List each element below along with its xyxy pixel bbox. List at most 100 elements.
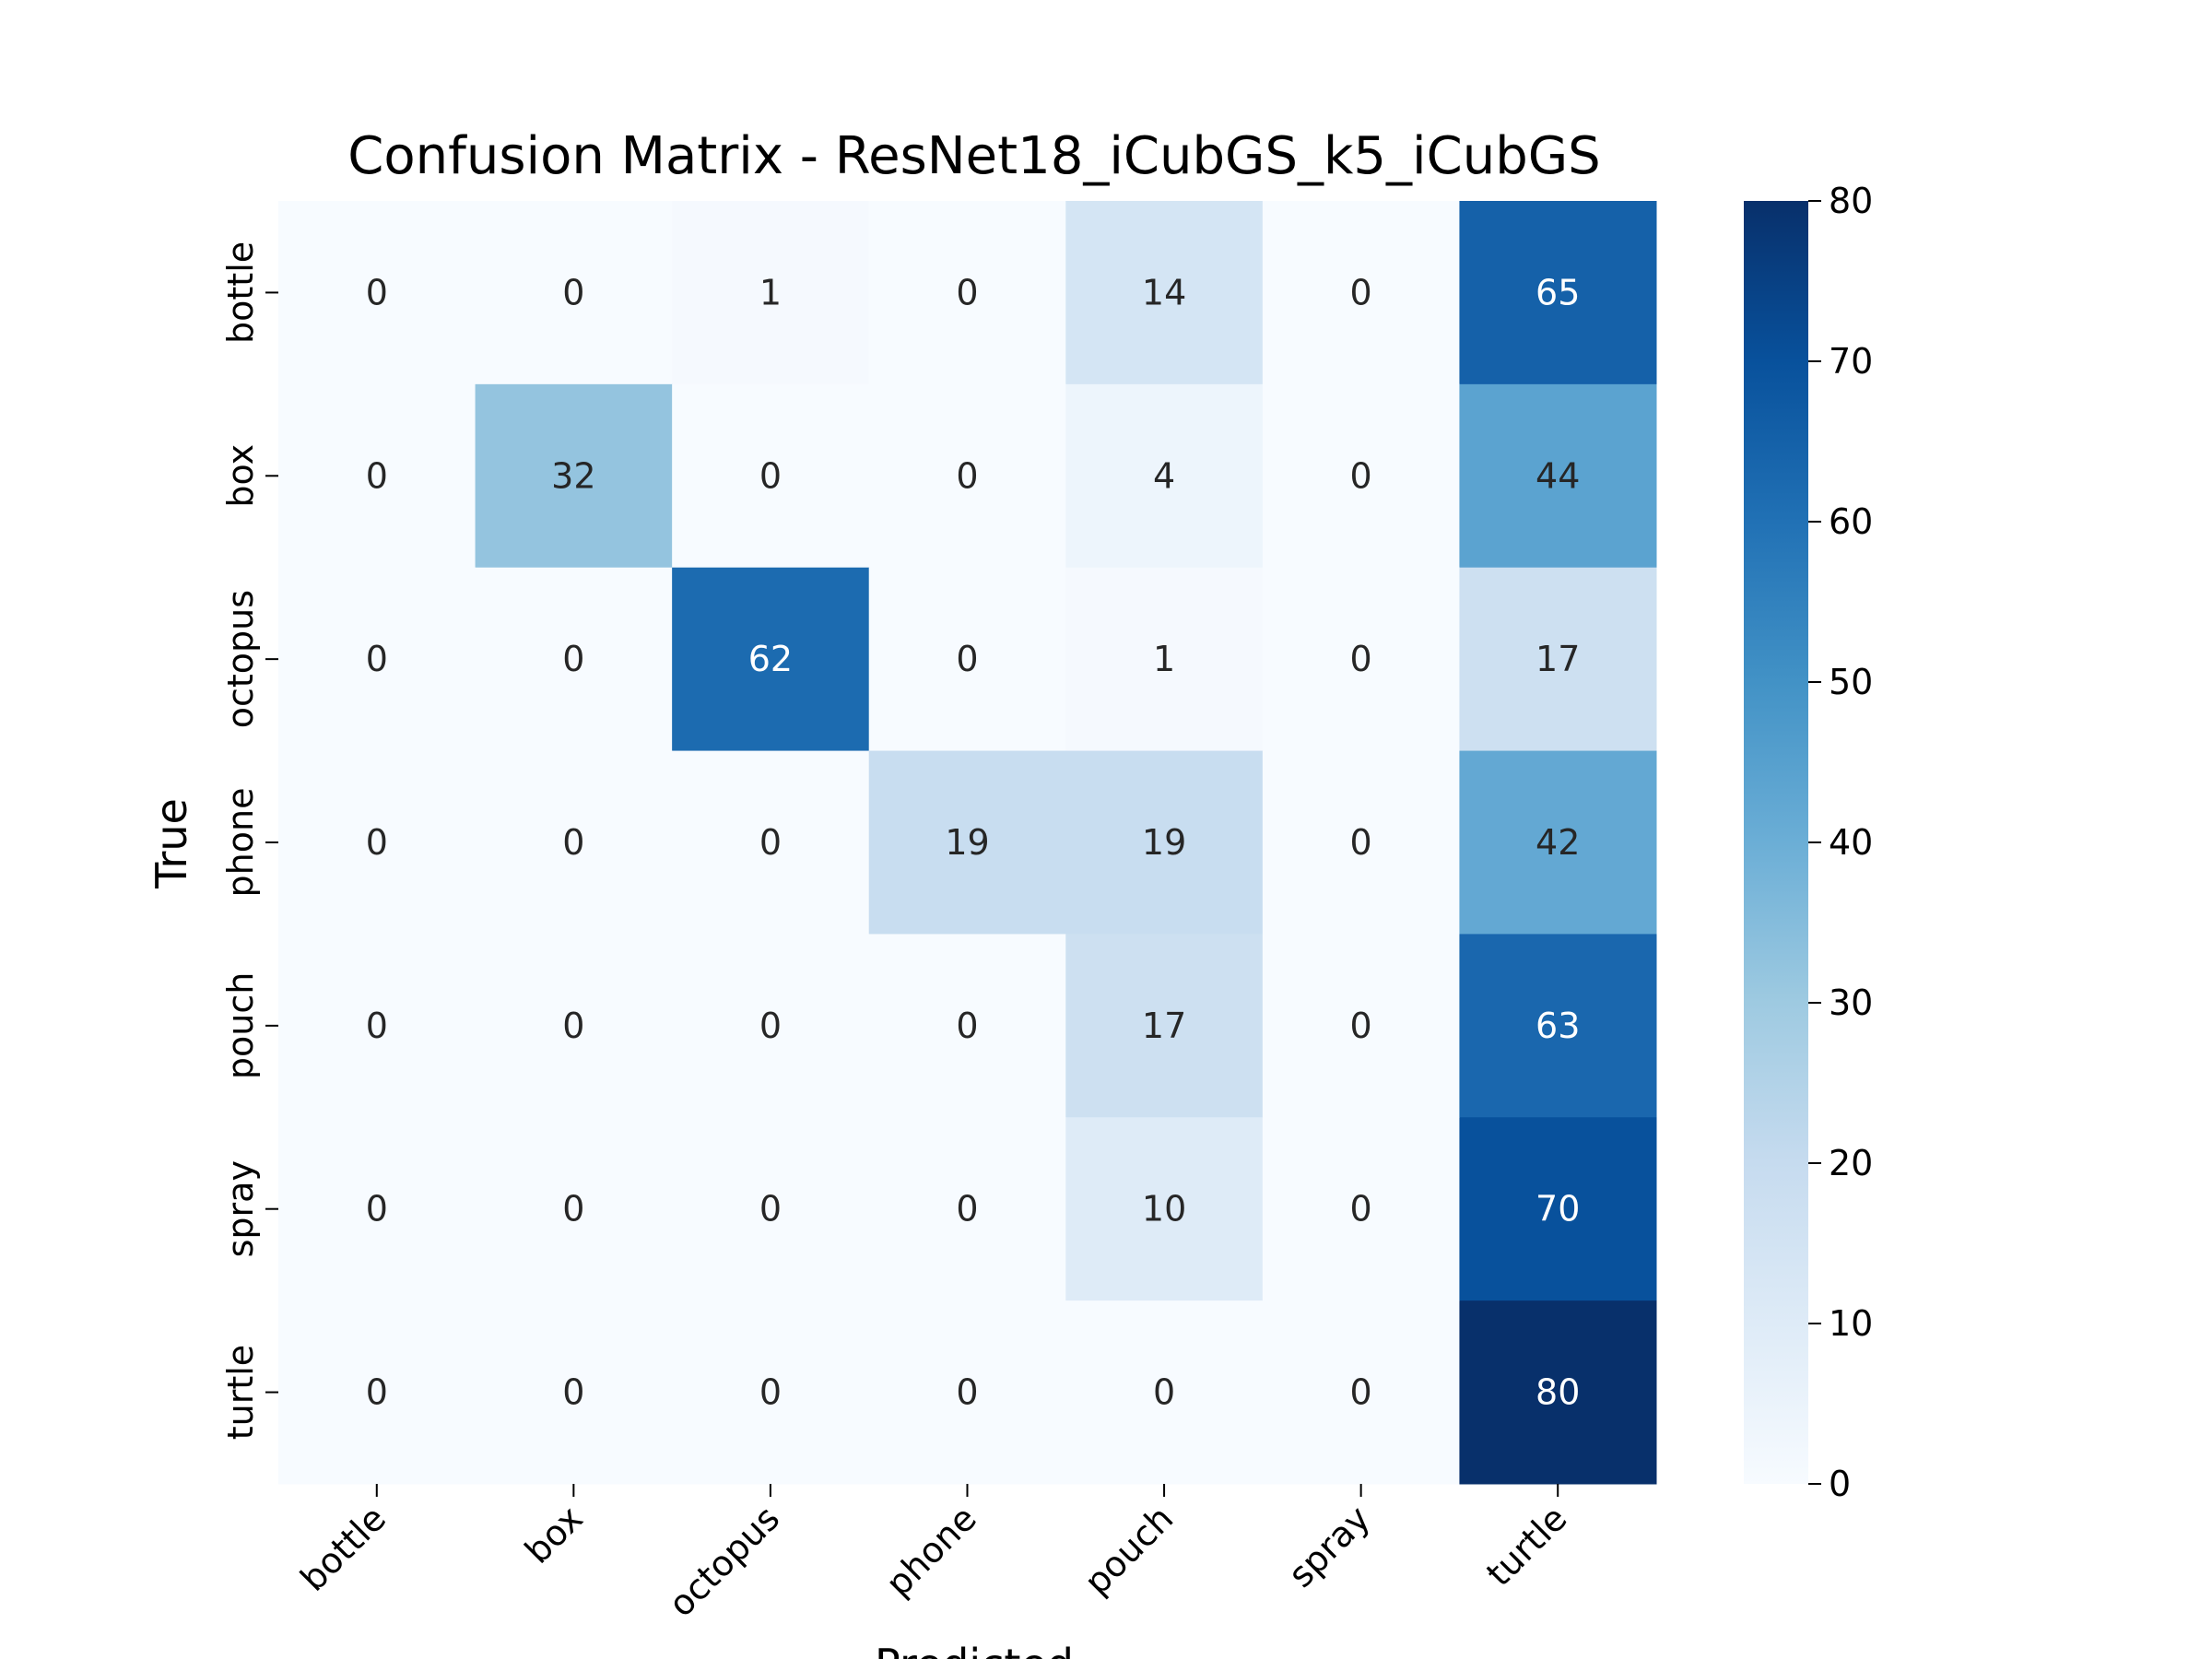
heatmap-cell	[278, 750, 477, 935]
heatmap-cell	[1065, 750, 1264, 935]
cell-value-label: 10	[1142, 1189, 1186, 1230]
cell-value-label: 62	[748, 639, 793, 679]
heatmap-cell	[672, 750, 870, 935]
x-axis-ticks: bottle box octopus phone pouch spray turtle	[292, 1484, 1575, 1625]
cell-value-label: 0	[562, 1006, 584, 1046]
x-tick-label: turtle	[1478, 1498, 1574, 1594]
colorbar-tick-label: 20	[1829, 1143, 1873, 1183]
cell-value-label: 0	[366, 1372, 388, 1413]
cell-value-label: 44	[1535, 455, 1580, 496]
heatmap-cell	[868, 934, 1066, 1118]
heatmap-cell	[672, 383, 870, 569]
heatmap-cell	[475, 1300, 673, 1485]
y-tick-label: spray	[220, 1160, 261, 1257]
heatmap-cell	[1262, 567, 1460, 752]
heatmap-cell	[475, 750, 673, 935]
cell-value-label: 80	[1535, 1372, 1580, 1413]
y-axis-label: True	[147, 798, 196, 889]
colorbar-tick-label: 30	[1829, 982, 1873, 1023]
heatmap-cell	[1065, 383, 1264, 569]
heatmap-cell	[1459, 567, 1657, 752]
heatmap-cell	[1459, 383, 1657, 569]
heatmap-cell	[475, 1117, 673, 1301]
cell-value-label: 0	[759, 1006, 782, 1046]
heatmap-cell	[278, 1117, 477, 1301]
heatmap-cell	[868, 1300, 1066, 1485]
cell-value-label: 42	[1535, 822, 1580, 863]
cell-value-label: 0	[1350, 272, 1372, 312]
cell-value-label: 65	[1535, 272, 1580, 312]
heatmap-cell	[868, 750, 1066, 935]
heatmap-cell	[1262, 934, 1460, 1118]
heatmap-cell	[868, 1117, 1066, 1301]
x-axis-label: Predicted	[875, 1640, 1074, 1659]
heatmap-cell	[1065, 934, 1264, 1118]
colorbar-tick-label: 0	[1829, 1464, 1851, 1504]
colorbar-tick-label: 10	[1829, 1303, 1873, 1344]
y-tick-label: bottle	[220, 241, 261, 344]
heatmap-cell	[278, 383, 477, 569]
heatmap-cell	[1065, 567, 1264, 752]
heatmap-cell	[1065, 201, 1264, 385]
heatmap-cell	[278, 934, 477, 1118]
cell-value-label: 0	[1153, 1372, 1175, 1413]
cell-value-label: 0	[956, 1189, 978, 1230]
colorbar-tick-label: 50	[1829, 662, 1873, 702]
y-tick-label: pouch	[220, 972, 261, 1079]
heatmap-cell	[672, 1300, 870, 1485]
cell-value-label: 0	[1350, 455, 1372, 496]
colorbar-tick-label: 60	[1829, 501, 1873, 542]
cell-value-label: 14	[1142, 272, 1186, 312]
cell-value-label: 0	[562, 822, 584, 863]
cell-value-label: 0	[956, 455, 978, 496]
x-tick-label: octopus	[661, 1498, 787, 1624]
y-tick-label: phone	[220, 788, 261, 898]
heatmap-cell	[278, 201, 477, 385]
cell-value-label: 19	[945, 822, 989, 863]
chart-title: Confusion Matrix - ResNet18_iCubGS_k5_iC…	[347, 126, 1600, 186]
heatmap-cell	[1459, 1300, 1657, 1485]
heatmap-cell	[672, 934, 870, 1118]
colorbar-ticks: 0 10 20 30 40 50 60 70 80	[1808, 181, 1873, 1504]
heatmap-cell	[1262, 1117, 1460, 1301]
cell-value-label: 0	[1350, 1006, 1372, 1046]
cell-value-label: 0	[562, 1372, 584, 1413]
heatmap-cell	[868, 567, 1066, 752]
cell-value-label: 0	[956, 1372, 978, 1413]
cell-value-label: 70	[1535, 1189, 1580, 1230]
heatmap-cell	[1065, 1300, 1264, 1485]
heatmap-cell	[1262, 383, 1460, 569]
cell-value-label: 0	[759, 822, 782, 863]
cell-value-label: 0	[366, 822, 388, 863]
cell-value-label: 17	[1142, 1006, 1186, 1046]
heatmap-cell	[1262, 1300, 1460, 1485]
heatmap-cell	[475, 567, 673, 752]
cell-value-label: 0	[1350, 822, 1372, 863]
colorbar-tick-label: 70	[1829, 341, 1873, 382]
heatmap-cell	[1262, 201, 1460, 385]
cell-value-label: 0	[366, 1006, 388, 1046]
cell-value-label: 0	[366, 455, 388, 496]
heatmap-cell	[672, 201, 870, 385]
y-tick-label: box	[220, 444, 261, 508]
x-tick-label: spray	[1280, 1498, 1378, 1595]
cell-value-label: 0	[1350, 639, 1372, 679]
heatmap-cell	[1459, 1117, 1657, 1301]
cell-value-label: 32	[551, 455, 595, 496]
colorbar	[1744, 201, 1808, 1484]
x-tick-label: phone	[878, 1498, 984, 1604]
cell-value-label: 1	[1153, 639, 1175, 679]
cell-value-label: 0	[956, 272, 978, 312]
cell-value-label: 0	[759, 1372, 782, 1413]
y-axis-ticks: bottle box octopus phone pouch spray turtle	[220, 241, 278, 1440]
y-tick-label: turtle	[220, 1345, 261, 1440]
cell-value-label: 0	[759, 455, 782, 496]
cell-value-label: 0	[366, 639, 388, 679]
cell-value-label: 0	[562, 1189, 584, 1230]
cell-value-label: 0	[1350, 1372, 1372, 1413]
heatmap-cell	[475, 383, 673, 569]
heatmap-cell	[475, 201, 673, 385]
cell-value-label: 0	[956, 1006, 978, 1046]
cell-value-label: 0	[562, 639, 584, 679]
